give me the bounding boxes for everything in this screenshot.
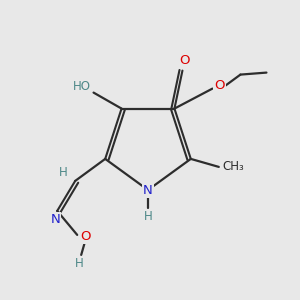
Text: H: H bbox=[144, 209, 152, 223]
Text: O: O bbox=[179, 54, 190, 67]
Text: H: H bbox=[59, 167, 68, 179]
Text: HO: HO bbox=[73, 80, 91, 93]
Text: O: O bbox=[80, 230, 91, 243]
Text: H: H bbox=[75, 257, 84, 270]
Text: N: N bbox=[143, 184, 153, 196]
Text: N: N bbox=[50, 213, 60, 226]
Text: CH₃: CH₃ bbox=[222, 160, 244, 173]
Text: O: O bbox=[214, 79, 225, 92]
